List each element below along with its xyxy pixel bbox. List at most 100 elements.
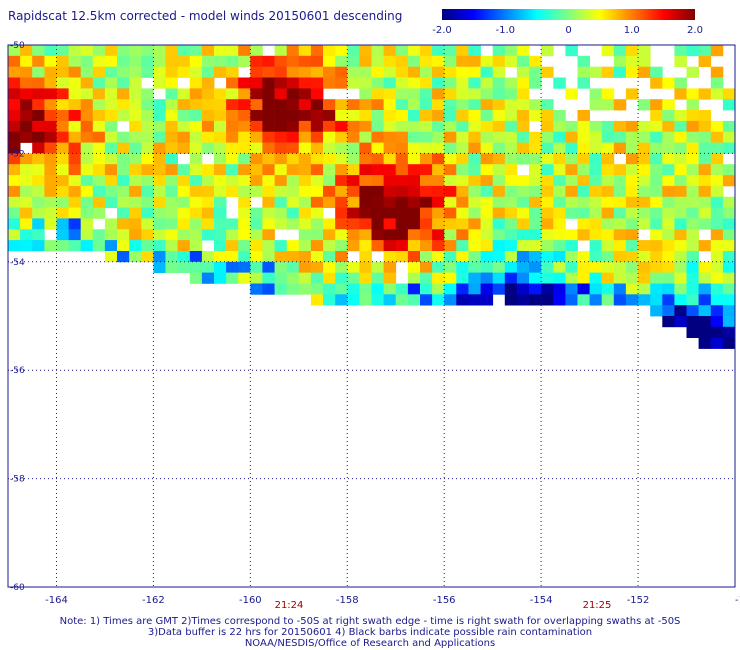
heatmap-cell — [68, 77, 82, 89]
heatmap-cell — [274, 218, 288, 230]
heatmap-cell — [504, 218, 518, 230]
heatmap-cell — [383, 251, 397, 263]
heatmap-cell — [541, 142, 554, 154]
heatmap-cell — [383, 45, 397, 57]
heatmap-cell — [541, 207, 554, 219]
heatmap-cell — [516, 261, 530, 273]
heatmap-cell — [262, 131, 275, 143]
heatmap-cell — [214, 66, 227, 78]
heatmap-cell — [625, 45, 639, 57]
heatmap-cell — [722, 164, 736, 176]
heatmap-cell — [565, 164, 578, 176]
heatmap-cell — [444, 196, 457, 208]
heatmap-cell — [625, 120, 639, 133]
heatmap-cell — [323, 251, 336, 263]
heatmap-cell — [420, 175, 433, 187]
heatmap-cell — [480, 251, 494, 263]
heatmap-cell — [383, 283, 397, 295]
heatmap-cell — [613, 175, 627, 187]
heatmap-cell — [20, 175, 33, 187]
heatmap-cell — [129, 153, 142, 165]
heatmap-cell — [335, 185, 348, 198]
heatmap-cell — [613, 45, 627, 57]
heatmap-cell — [80, 99, 94, 111]
heatmap-cell — [129, 185, 142, 198]
heatmap-cell — [492, 45, 506, 57]
heatmap-cell — [371, 261, 384, 273]
x-tick-label: -164 — [45, 595, 68, 606]
heatmap-cell — [104, 99, 118, 111]
heatmap-cell — [492, 120, 506, 133]
heatmap-cell — [80, 77, 94, 89]
heatmap-cell — [662, 218, 675, 230]
heatmap-cell — [286, 110, 300, 122]
heatmap-cell — [226, 175, 239, 187]
heatmap-cell — [444, 142, 457, 154]
time-label: 21:24 — [275, 600, 304, 611]
heatmap-cell — [323, 218, 336, 230]
heatmap-cell — [383, 196, 397, 208]
heatmap-cell — [395, 99, 409, 111]
heatmap-cell — [625, 240, 639, 252]
heatmap-cell — [504, 99, 518, 111]
heatmap-cell — [250, 261, 263, 273]
heatmap-cell — [601, 251, 615, 263]
heatmap-cell — [589, 240, 603, 252]
heatmap-cell — [335, 261, 348, 273]
heatmap-cell — [650, 229, 663, 241]
heatmap-cell — [625, 272, 639, 284]
heatmap-cell — [104, 185, 118, 198]
heatmap-cell — [395, 229, 409, 241]
heatmap-cell — [613, 99, 627, 111]
heatmap-cell — [686, 196, 699, 208]
heatmap-cell — [298, 229, 312, 241]
heatmap-cell — [565, 153, 578, 165]
heatmap-cell — [589, 99, 603, 111]
heatmap-cell — [662, 153, 675, 165]
heatmap-cell — [129, 55, 142, 67]
heatmap-cell — [129, 99, 142, 111]
note-line-1: Note: 1) Times are GMT 2)Times correspon… — [59, 616, 681, 627]
heatmap-cell — [529, 229, 542, 241]
heatmap-cell — [383, 261, 397, 273]
heatmap-cell — [698, 120, 712, 133]
heatmap-cell — [32, 99, 45, 111]
heatmap-cell — [56, 131, 69, 143]
heatmap-cell — [577, 272, 590, 284]
heatmap-cell — [141, 45, 154, 57]
heatmap-cell — [32, 153, 45, 165]
heatmap-cell — [686, 272, 699, 284]
heatmap-cell — [32, 77, 45, 89]
heatmap-cell — [165, 77, 178, 89]
heatmap-cell — [432, 55, 445, 67]
heatmap-cell — [432, 218, 445, 230]
heatmap-cell — [129, 240, 142, 252]
heatmap-cell — [165, 66, 178, 78]
heatmap-cell — [492, 196, 506, 208]
heatmap-cell — [492, 131, 506, 143]
heatmap-cell — [529, 251, 542, 263]
heatmap-cell — [650, 261, 663, 273]
heatmap-cell — [129, 229, 142, 241]
heatmap-cell — [310, 185, 324, 198]
heatmap-cell — [686, 45, 699, 57]
heatmap-cell — [92, 142, 106, 154]
note-line-3: NOAA/NESDIS/Office of Research and Appli… — [244, 638, 496, 649]
heatmap-cell — [347, 196, 360, 208]
heatmap-cell — [456, 153, 469, 165]
heatmap-cell — [492, 272, 506, 284]
heatmap-cell — [298, 207, 312, 219]
heatmap-cell — [189, 240, 203, 252]
heatmap-cell — [226, 99, 239, 111]
heatmap-cell — [492, 164, 506, 176]
x-tick-label: -156 — [433, 595, 456, 606]
heatmap-cell — [432, 164, 445, 176]
heatmap-cell — [541, 261, 554, 273]
heatmap-cell — [480, 55, 494, 67]
heatmap-cell — [492, 88, 506, 100]
heatmap-cell — [444, 272, 457, 284]
x-tick-label: -152 — [627, 595, 650, 606]
heatmap-cell — [686, 164, 699, 176]
heatmap-cell — [638, 207, 651, 219]
heatmap-cell — [214, 55, 227, 67]
